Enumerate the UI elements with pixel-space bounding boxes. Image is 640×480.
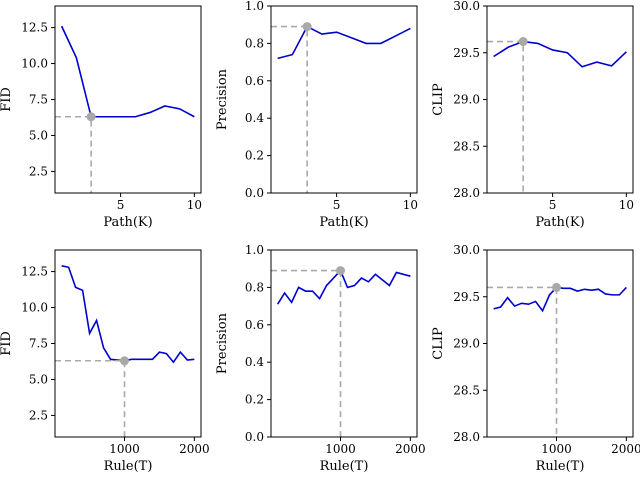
y-tick-label: 30.0 (453, 0, 480, 13)
axes-frame (270, 5, 418, 194)
axes-frame (270, 249, 418, 438)
y-tick-label: 2.5 (29, 408, 48, 422)
highlight-guide (271, 269, 342, 437)
highlight-guide (55, 115, 92, 193)
y-tick-label: 2.5 (29, 164, 48, 178)
y-axis-label: FID (0, 87, 14, 112)
x-tick-label: 5 (117, 198, 125, 212)
y-tick-label: 0.4 (245, 355, 264, 369)
x-tick-label: 2000 (395, 442, 426, 456)
y-tick-label: 0.8 (245, 36, 264, 50)
y-tick-label: 10.0 (21, 57, 48, 71)
y-axis-label: CLIP (431, 327, 446, 360)
x-tick-label: 2000 (179, 442, 210, 456)
y-tick-label: 7.5 (29, 93, 48, 107)
y-tick-label: 0.4 (245, 111, 264, 125)
y-tick-label: 0.6 (245, 74, 264, 88)
x-axis-label: Path(K) (103, 215, 152, 230)
subplot-3: 5 10 28.0 28.5 29.0 29.5 30.0 Path(K) CLIP (431, 0, 634, 230)
y-tick-label: 1.0 (245, 0, 264, 13)
y-tick-label: 29.0 (453, 337, 480, 351)
x-tick-label: 10 (619, 198, 634, 212)
y-tick-label: 28.5 (453, 139, 480, 153)
y-tick-label: 30.0 (453, 243, 480, 257)
x-axis-label: Path(K) (319, 215, 368, 230)
highlight-point (302, 22, 312, 32)
x-axis-label: Rule(T) (320, 459, 369, 474)
y-tick-label: 0.2 (245, 149, 264, 163)
highlight-guide (487, 40, 524, 193)
highlight-guide (271, 25, 308, 193)
x-tick-label: 5 (549, 198, 557, 212)
x-tick-label: 2000 (611, 442, 640, 456)
y-tick-label: 28.0 (453, 430, 480, 444)
x-tick-label: 10 (187, 198, 202, 212)
highlight-guide (55, 359, 126, 437)
series-line (493, 40, 627, 68)
x-tick-label: 10 (403, 198, 418, 212)
y-tick-label: 1.0 (245, 243, 264, 257)
y-tick-label: 12.5 (21, 21, 48, 35)
y-axis-label: Precision (215, 312, 230, 374)
x-tick-label: 1000 (109, 442, 140, 456)
y-tick-label: 0.8 (245, 280, 264, 294)
y-tick-label: 0.6 (245, 318, 264, 332)
highlight-point (552, 282, 562, 292)
highlight-point (86, 112, 96, 122)
x-axis-label: Rule(T) (104, 459, 153, 474)
x-tick-label: 5 (333, 198, 341, 212)
x-axis-label: Rule(T) (536, 459, 585, 474)
series-line (277, 25, 411, 60)
y-tick-label: 29.5 (453, 290, 480, 304)
series-line (60, 25, 195, 118)
highlight-point (518, 37, 528, 47)
y-tick-label: 29.0 (453, 93, 480, 107)
y-tick-label: 5.0 (29, 128, 48, 142)
x-tick-label: 1000 (325, 442, 356, 456)
series-line (493, 286, 627, 313)
x-axis-label: Path(K) (535, 215, 584, 230)
y-axis-label: Precision (215, 68, 230, 130)
y-tick-label: 28.0 (453, 186, 480, 200)
y-tick-label: 5.0 (29, 372, 48, 386)
y-tick-label: 0.2 (245, 393, 264, 407)
y-tick-label: 12.5 (21, 265, 48, 279)
y-axis-label: FID (0, 331, 14, 356)
x-tick-label: 1000 (541, 442, 572, 456)
axes-frame (54, 5, 202, 194)
highlight-point (120, 356, 130, 366)
y-axis-label: CLIP (431, 83, 446, 116)
highlight-guide (487, 286, 558, 437)
subplot-2: 5 10 0.0 0.2 0.4 0.6 0.8 1.0 Path(K) Precision (215, 0, 418, 230)
axes-frame (486, 5, 634, 194)
axes-frame (486, 249, 634, 438)
subplot-6: 1000 2000 28.0 28.5 29.0 29.5 30.0 Rule(T) CLIP (431, 243, 640, 474)
series-line (276, 269, 411, 305)
y-tick-label: 0.0 (245, 430, 264, 444)
subplot-5: 1000 2000 0.0 0.2 0.4 0.6 0.8 1.0 Rule(T) Precisi… (215, 243, 426, 474)
y-tick-label: 0.0 (245, 186, 264, 200)
y-tick-label: 10.0 (21, 301, 48, 315)
y-tick-label: 7.5 (29, 337, 48, 351)
subplot-1: 5 10 2.5 5.0 7.5 10.0 12.5 Path(K) FID (0, 5, 202, 230)
subplot-4: 1000 2000 2.5 5.0 7.5 10.0 12.5 Rule(T) FID (0, 249, 210, 474)
y-tick-label: 29.5 (453, 46, 480, 60)
series-line (61, 265, 195, 364)
y-tick-label: 28.5 (453, 383, 480, 397)
highlight-point (336, 266, 346, 276)
axes-frame (54, 249, 202, 438)
